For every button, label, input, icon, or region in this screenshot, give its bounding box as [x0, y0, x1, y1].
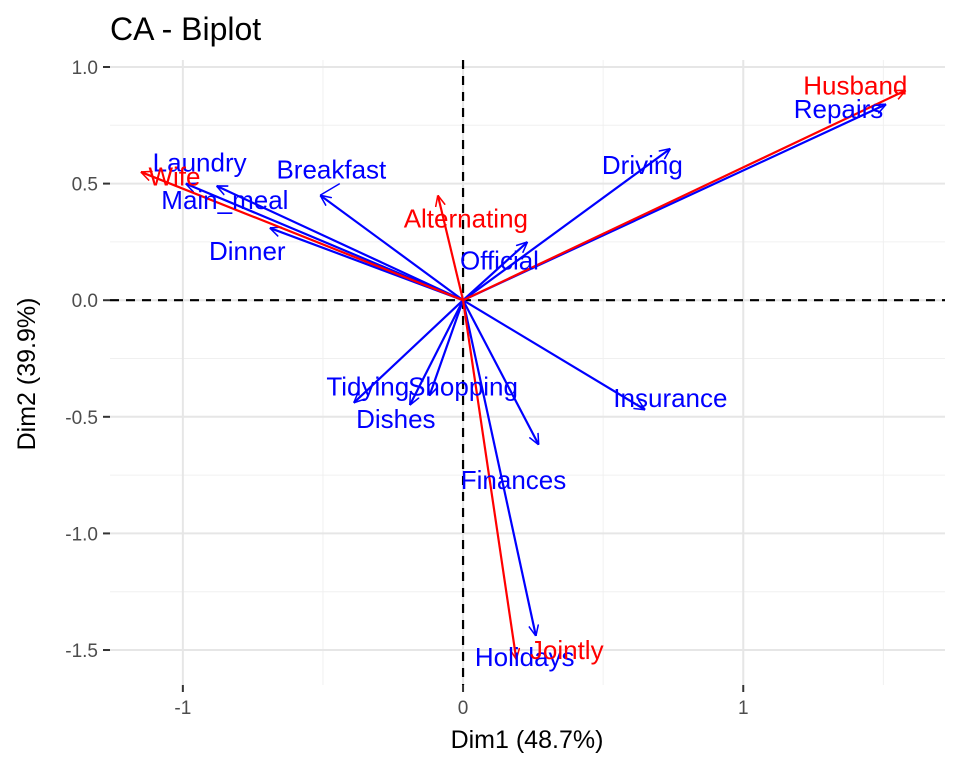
arrow-official — [462, 242, 527, 302]
arrow-holidays — [461, 299, 536, 636]
label-laundry: Laundry — [153, 148, 247, 178]
arrow-dishes — [408, 299, 465, 405]
y-tick-label: -0.5 — [65, 408, 98, 429]
arrow-wife — [141, 172, 464, 302]
label-breakfast: Breakfast — [276, 155, 387, 185]
chart-title: CA - Biplot — [110, 11, 261, 47]
label-holidays: Holidays — [475, 642, 575, 672]
arrow-finances — [462, 299, 540, 445]
arrow-tidying — [354, 299, 464, 403]
y-tick-label: 0.0 — [72, 291, 98, 312]
x-tick-label: -1 — [174, 698, 191, 719]
arrow-shopping — [429, 299, 465, 396]
label-dinner: Dinner — [209, 236, 286, 266]
label-finances: Finances — [461, 465, 567, 495]
x-tick-label: 0 — [458, 698, 469, 719]
label-tidying: Tidying — [326, 371, 409, 401]
arrows — [141, 89, 906, 659]
label-dishes: Dishes — [356, 404, 435, 434]
arrow-alternating — [438, 195, 465, 301]
arrow-main-meal — [216, 184, 464, 302]
arrow-jointly — [461, 300, 516, 659]
label-repairs: Repairs — [794, 94, 884, 124]
label-husband: Husband — [803, 71, 907, 101]
y-tick-label: 1.0 — [72, 58, 98, 79]
arrow-husband — [462, 89, 906, 302]
label-wife: Wife — [148, 162, 200, 192]
label-alternating: Alternating — [404, 204, 528, 234]
label-official: Official — [460, 246, 539, 276]
label-insurance: Insurance — [613, 383, 727, 413]
label-jointly: Jointly — [530, 635, 604, 665]
reference-lines — [110, 60, 945, 685]
arrow-breakfast — [320, 195, 464, 302]
x-axis-title: Dim1 (48.7%) — [451, 726, 604, 754]
arrow-driving — [462, 149, 670, 302]
point-labels: Laundry Main_meal Dinner Breakfast TidyingDi… — [148, 71, 907, 672]
y-tick-label: -1.5 — [65, 641, 98, 662]
label-main-meal: Main_meal — [161, 185, 288, 215]
y-axis-title: Dim2 (39.9%) — [13, 298, 41, 451]
x-tick-label: 1 — [738, 698, 749, 719]
y-tick-label: 0.5 — [72, 175, 98, 196]
breakfast-leader-line — [319, 182, 341, 196]
arrow-insurance — [462, 299, 645, 410]
y-tick-label: -1.0 — [65, 524, 98, 545]
label-shopping: Shopping — [408, 371, 518, 401]
label-driving: Driving — [602, 150, 683, 180]
axes: -1 0 1 1.0 0.5 0.0 -0.5 -1.0 -1.5 — [65, 58, 748, 719]
